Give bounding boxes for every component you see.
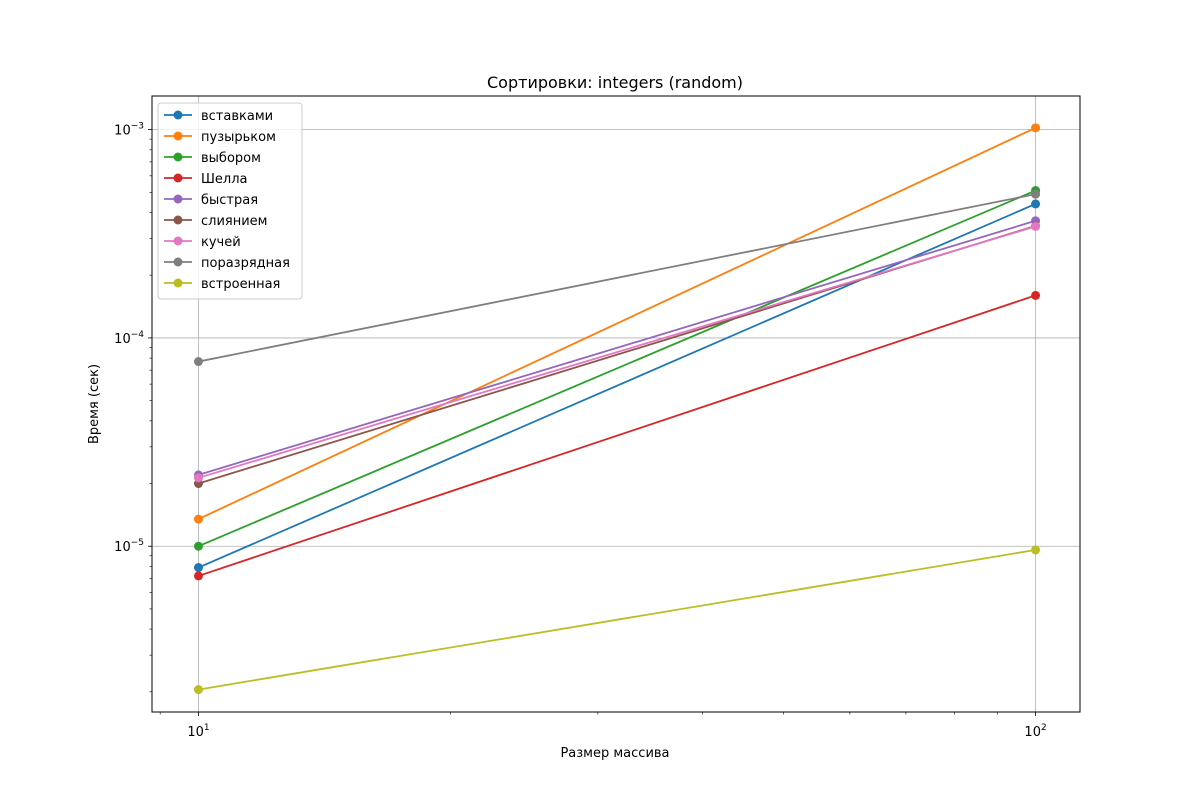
data-point	[1031, 199, 1041, 209]
legend-marker	[173, 215, 183, 225]
series-1	[193, 123, 1041, 524]
x-axis-label: Размер массива	[560, 746, 669, 761]
data-point	[1031, 221, 1041, 231]
legend-marker	[173, 110, 183, 120]
series-line	[198, 225, 1036, 479]
series-line	[198, 549, 1036, 691]
legend-marker	[173, 131, 183, 141]
data-point	[193, 685, 203, 695]
data-point	[193, 563, 203, 573]
legend-frame	[157, 102, 303, 300]
data-point	[193, 514, 203, 524]
series-line	[198, 294, 1036, 577]
series-8	[193, 545, 1041, 695]
legend-marker	[173, 173, 183, 183]
legend-label: пузырьком	[201, 130, 276, 145]
axis-ticks: 101 102 10−5 10−4 10−3	[114, 122, 1047, 740]
data-point	[193, 473, 203, 483]
legend-label: Шелла	[201, 172, 247, 187]
series-3	[193, 290, 1041, 581]
data-point	[1031, 545, 1041, 555]
legend: вставками пузырьком выбором Шелла быстрая сли…	[157, 102, 303, 300]
data-point	[1031, 123, 1041, 133]
legend-item: пузырьком	[164, 130, 276, 145]
legend-marker	[173, 152, 183, 162]
y-tick-label: 10−5	[114, 538, 144, 555]
legend-label: слиянием	[201, 214, 267, 229]
series-7	[193, 189, 1041, 367]
legend-marker	[173, 278, 183, 288]
data-point	[193, 541, 203, 551]
y-tick-label: 10−3	[114, 122, 144, 139]
series-6	[193, 221, 1041, 483]
legend-marker	[173, 194, 183, 204]
legend-label: встроенная	[201, 277, 280, 292]
x-tick-label: 102	[1024, 723, 1046, 740]
data-point	[1031, 189, 1041, 199]
chart-title: Сортировки: integers (random)	[487, 73, 743, 92]
legend-item: встроенная	[164, 277, 280, 292]
legend-label: кучей	[201, 235, 241, 250]
legend-marker	[173, 257, 183, 267]
legend-marker	[173, 236, 183, 246]
legend-label: поразрядная	[201, 256, 290, 271]
y-axis-label: Время (сек)	[87, 364, 102, 444]
legend-label: выбором	[201, 151, 261, 166]
series-line	[198, 219, 1036, 476]
series-line	[198, 189, 1036, 548]
legend-item: вставками	[164, 109, 273, 124]
legend-item: слиянием	[164, 214, 267, 229]
data-point	[1031, 290, 1041, 300]
x-tick-label: 101	[187, 723, 209, 740]
legend-label: быстрая	[201, 193, 258, 208]
series-0	[193, 199, 1041, 573]
legend-item: быстрая	[164, 193, 258, 208]
data-point	[193, 571, 203, 581]
series-line	[198, 193, 1036, 363]
legend-item: поразрядная	[164, 256, 290, 271]
data-point	[193, 357, 203, 367]
series-line	[198, 127, 1036, 520]
legend-item: кучей	[164, 235, 241, 250]
plot-frame	[151, 95, 1081, 713]
legend-label: вставками	[201, 109, 273, 124]
legend-item: выбором	[164, 151, 261, 166]
legend-item: Шелла	[164, 172, 247, 187]
series-line	[198, 203, 1036, 569]
series-layer	[193, 123, 1041, 695]
y-tick-label: 10−4	[114, 330, 144, 347]
